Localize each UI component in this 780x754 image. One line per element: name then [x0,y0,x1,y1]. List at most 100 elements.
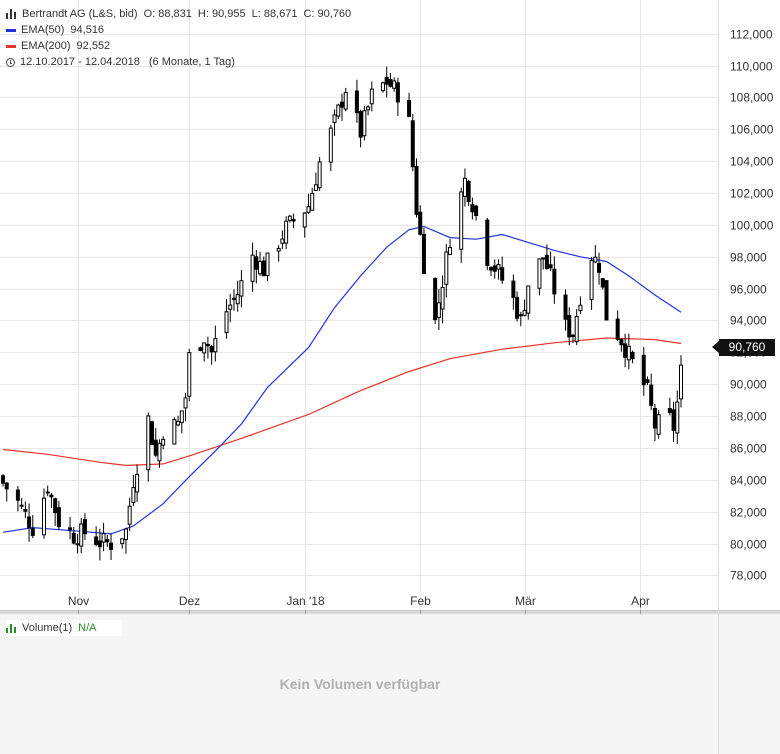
candle[interactable] [492,259,497,279]
candle[interactable] [358,109,363,148]
candle[interactable] [567,307,572,346]
candle[interactable] [172,417,177,445]
candle[interactable] [157,439,162,468]
candle[interactable] [667,397,672,416]
candle[interactable] [101,522,106,552]
candle[interactable] [679,355,683,408]
candle[interactable] [41,488,46,539]
candle[interactable] [366,105,371,116]
candle[interactable] [123,527,128,554]
candle[interactable] [414,158,419,218]
candle[interactable] [541,257,546,270]
ema200-line[interactable] [2,337,682,467]
candle[interactable] [652,404,657,442]
candle[interactable] [433,277,438,324]
candle[interactable] [19,498,24,509]
candle[interactable] [127,497,132,531]
candle[interactable] [131,474,136,507]
candle[interactable] [615,310,620,341]
candle[interactable] [500,256,505,284]
candle[interactable] [1,474,5,487]
candle[interactable] [150,420,155,445]
candle[interactable] [649,373,654,411]
candle[interactable] [645,376,650,385]
candle[interactable] [388,73,393,88]
candle[interactable] [410,113,415,172]
candle[interactable] [280,230,285,249]
candle[interactable] [384,66,389,98]
candle[interactable] [187,348,192,402]
candle[interactable] [228,293,233,323]
candle[interactable] [336,103,341,120]
candle[interactable] [578,296,583,315]
candle[interactable] [589,257,594,310]
candle[interactable] [261,256,266,277]
candle[interactable] [544,244,549,270]
candle[interactable] [343,87,348,112]
candle[interactable] [79,517,84,554]
candle[interactable] [496,259,501,280]
candle[interactable] [258,251,263,277]
candle[interactable] [600,278,605,290]
ema50-legend[interactable]: EMA(50) 94,516 [6,22,351,38]
candle[interactable] [202,342,207,362]
candle[interactable] [574,309,579,346]
volume-legend[interactable]: Volume(1) N/A [6,620,123,636]
candle[interactable] [161,436,166,450]
candle[interactable] [474,204,479,221]
candle[interactable] [27,503,32,542]
candle[interactable] [153,428,158,458]
candle[interactable] [310,187,315,211]
candle[interactable] [313,172,318,192]
candle[interactable] [4,481,9,502]
candle[interactable] [548,251,553,272]
candle[interactable] [284,216,289,250]
candle[interactable] [287,214,292,223]
candle[interactable] [597,252,602,285]
candle[interactable] [407,92,412,118]
candle[interactable] [120,538,125,549]
candle[interactable] [470,197,475,220]
candle[interactable] [239,269,244,308]
candle[interactable] [56,500,61,530]
candle[interactable] [511,274,516,310]
candle[interactable] [176,415,181,427]
candle[interactable] [395,77,400,116]
candle[interactable] [75,534,80,554]
candle[interactable] [68,516,73,540]
candle[interactable] [362,105,367,141]
candle[interactable] [675,390,680,444]
candle[interactable] [641,346,646,396]
candle[interactable] [53,497,58,526]
candle[interactable] [306,193,311,214]
candle[interactable] [369,81,374,112]
candle[interactable] [250,242,255,292]
candle[interactable] [15,485,20,512]
candle[interactable] [276,245,281,262]
candle[interactable] [94,526,99,547]
candle[interactable] [23,501,28,519]
candle[interactable] [462,168,467,207]
candle[interactable] [45,485,50,497]
candle[interactable] [82,513,87,540]
candle[interactable] [224,299,229,339]
candle[interactable] [671,401,676,443]
candle[interactable] [380,81,385,93]
candle[interactable] [30,514,35,539]
candle[interactable] [205,336,210,359]
candle[interactable] [436,288,441,330]
candle[interactable] [265,252,270,282]
candle[interactable] [489,266,494,277]
candle[interactable] [604,280,609,321]
candle[interactable] [656,410,661,439]
candle[interactable] [466,179,471,207]
ema50-line[interactable] [2,225,682,535]
candle[interactable] [235,280,240,312]
candle[interactable] [71,526,76,545]
candle[interactable] [626,333,631,370]
candle[interactable] [444,243,449,298]
candle[interactable] [570,333,575,343]
candle[interactable] [332,109,337,136]
candle[interactable] [459,187,464,263]
